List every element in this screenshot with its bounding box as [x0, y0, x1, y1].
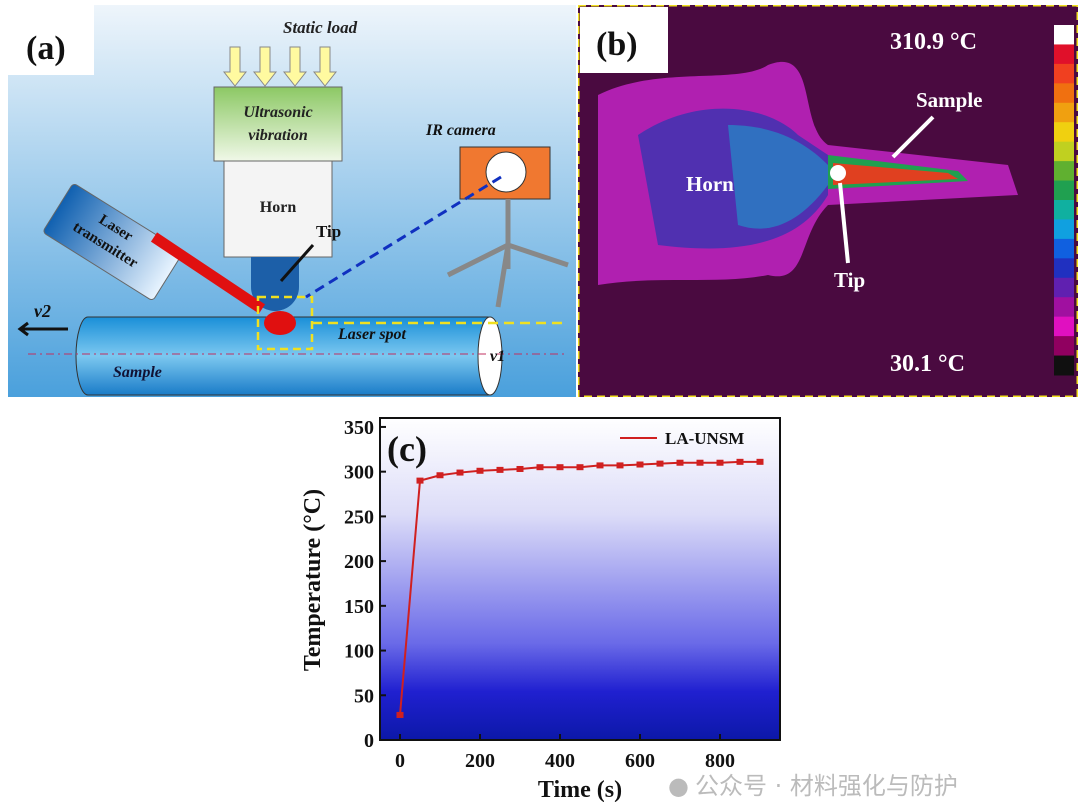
panel-a-label: (a) — [26, 30, 66, 67]
data-point — [436, 472, 444, 479]
data-point — [416, 477, 424, 484]
data-point — [616, 462, 624, 469]
v2-arrow-icon — [17, 321, 68, 337]
colorbar-segment — [1054, 25, 1074, 45]
panel-b-label: (b) — [596, 26, 638, 63]
data-point — [656, 460, 664, 467]
y-tick-label: 150 — [344, 596, 374, 618]
y-tick-label: 100 — [344, 641, 374, 663]
laser-transmitter — [43, 183, 183, 301]
vibration-label: vibration — [248, 127, 308, 144]
laser-spot — [264, 311, 296, 335]
tripod-icon — [446, 199, 569, 308]
wechat-icon: ● — [668, 772, 689, 800]
x-tick-label: 0 — [395, 750, 405, 772]
y-tick-label: 250 — [344, 506, 374, 528]
colorbar-segment — [1054, 258, 1074, 279]
y-tick-label: 50 — [354, 685, 374, 707]
ultrasonic-label: Ultrasonic — [243, 104, 312, 121]
data-point — [636, 461, 644, 468]
colorbar-segment — [1054, 63, 1074, 84]
data-point — [676, 459, 684, 466]
horn-block — [223, 160, 333, 258]
data-point — [516, 465, 524, 472]
colorbar-segment — [1054, 336, 1074, 357]
horn-label-b: Horn — [686, 172, 734, 196]
y-tick-label: 0 — [364, 730, 374, 752]
colorbar-segment — [1054, 102, 1074, 123]
data-point — [736, 458, 744, 465]
v1-label: v1 — [490, 348, 505, 365]
max-temp-label: 310.9 °C — [890, 29, 977, 55]
colorbar — [1054, 25, 1074, 376]
sample-label-b: Sample — [916, 88, 983, 112]
colorbar-segment — [1054, 238, 1074, 259]
sample-cylinder — [75, 316, 489, 396]
colorbar-segment — [1054, 161, 1074, 182]
colorbar-segment — [1054, 277, 1074, 298]
x-tick-label: 800 — [705, 750, 735, 772]
colorbar-segment — [1054, 122, 1074, 143]
watermark-text: 公众号 · 材料强化与防护 — [694, 772, 958, 800]
x-tick-label: 200 — [465, 750, 495, 772]
data-point — [476, 467, 484, 474]
colorbar-segment — [1054, 83, 1074, 104]
data-point — [556, 464, 564, 471]
laser-spot-label: Laser spot — [337, 326, 407, 343]
x-tick-label: 400 — [545, 750, 575, 772]
panel-b-thermal-image: (b) Horn Sample Tip 310.9 °C 30.1 °C — [578, 5, 1078, 397]
panel-c-label: (c) — [387, 429, 427, 469]
panel-c-chart: 0 200 400 600 800 0 50 100 150 200 250 300 350 (c) L… — [300, 417, 781, 802]
y-tick-label: 200 — [344, 551, 374, 573]
static-load-label: Static load — [283, 18, 358, 37]
colorbar-segment — [1054, 316, 1074, 337]
data-point — [576, 464, 584, 471]
panel-a-schematic: (a) Static load Ultrasonic vibration Hor… — [8, 5, 576, 397]
ultrasonic-block — [213, 86, 343, 162]
x-axis-label: Time (s) — [538, 777, 622, 802]
data-point — [536, 464, 544, 471]
legend-label: LA-UNSM — [665, 429, 744, 448]
plot-area — [379, 417, 781, 741]
colorbar-segment — [1054, 141, 1074, 162]
watermark: ● 公众号 · 材料强化与防护 — [668, 772, 958, 800]
colorbar-segment — [1054, 355, 1074, 376]
static-load-arrows-icon — [222, 46, 338, 87]
sample-label: Sample — [113, 364, 162, 381]
data-point — [396, 711, 404, 718]
colorbar-segment — [1054, 180, 1074, 201]
min-temp-label: 30.1 °C — [890, 351, 965, 377]
data-point — [716, 459, 724, 466]
data-point — [496, 466, 504, 473]
colorbar-segment — [1054, 44, 1074, 65]
ir-camera-label: IR camera — [425, 122, 496, 139]
data-point — [756, 458, 764, 465]
data-point — [696, 459, 704, 466]
v2-label: v2 — [34, 301, 51, 321]
y-axis-label: Temperature (°C) — [300, 489, 326, 671]
y-tick-label: 350 — [344, 417, 374, 439]
data-point — [596, 462, 604, 469]
tip-label-b: Tip — [834, 268, 865, 292]
x-tick-label: 600 — [625, 750, 655, 772]
tip-label: Tip — [316, 222, 341, 241]
data-point — [456, 469, 464, 476]
y-tick-label: 300 — [344, 462, 374, 484]
colorbar-segment — [1054, 297, 1074, 318]
colorbar-segment — [1054, 200, 1074, 220]
horn-label: Horn — [260, 199, 297, 216]
colorbar-segment — [1054, 219, 1074, 240]
